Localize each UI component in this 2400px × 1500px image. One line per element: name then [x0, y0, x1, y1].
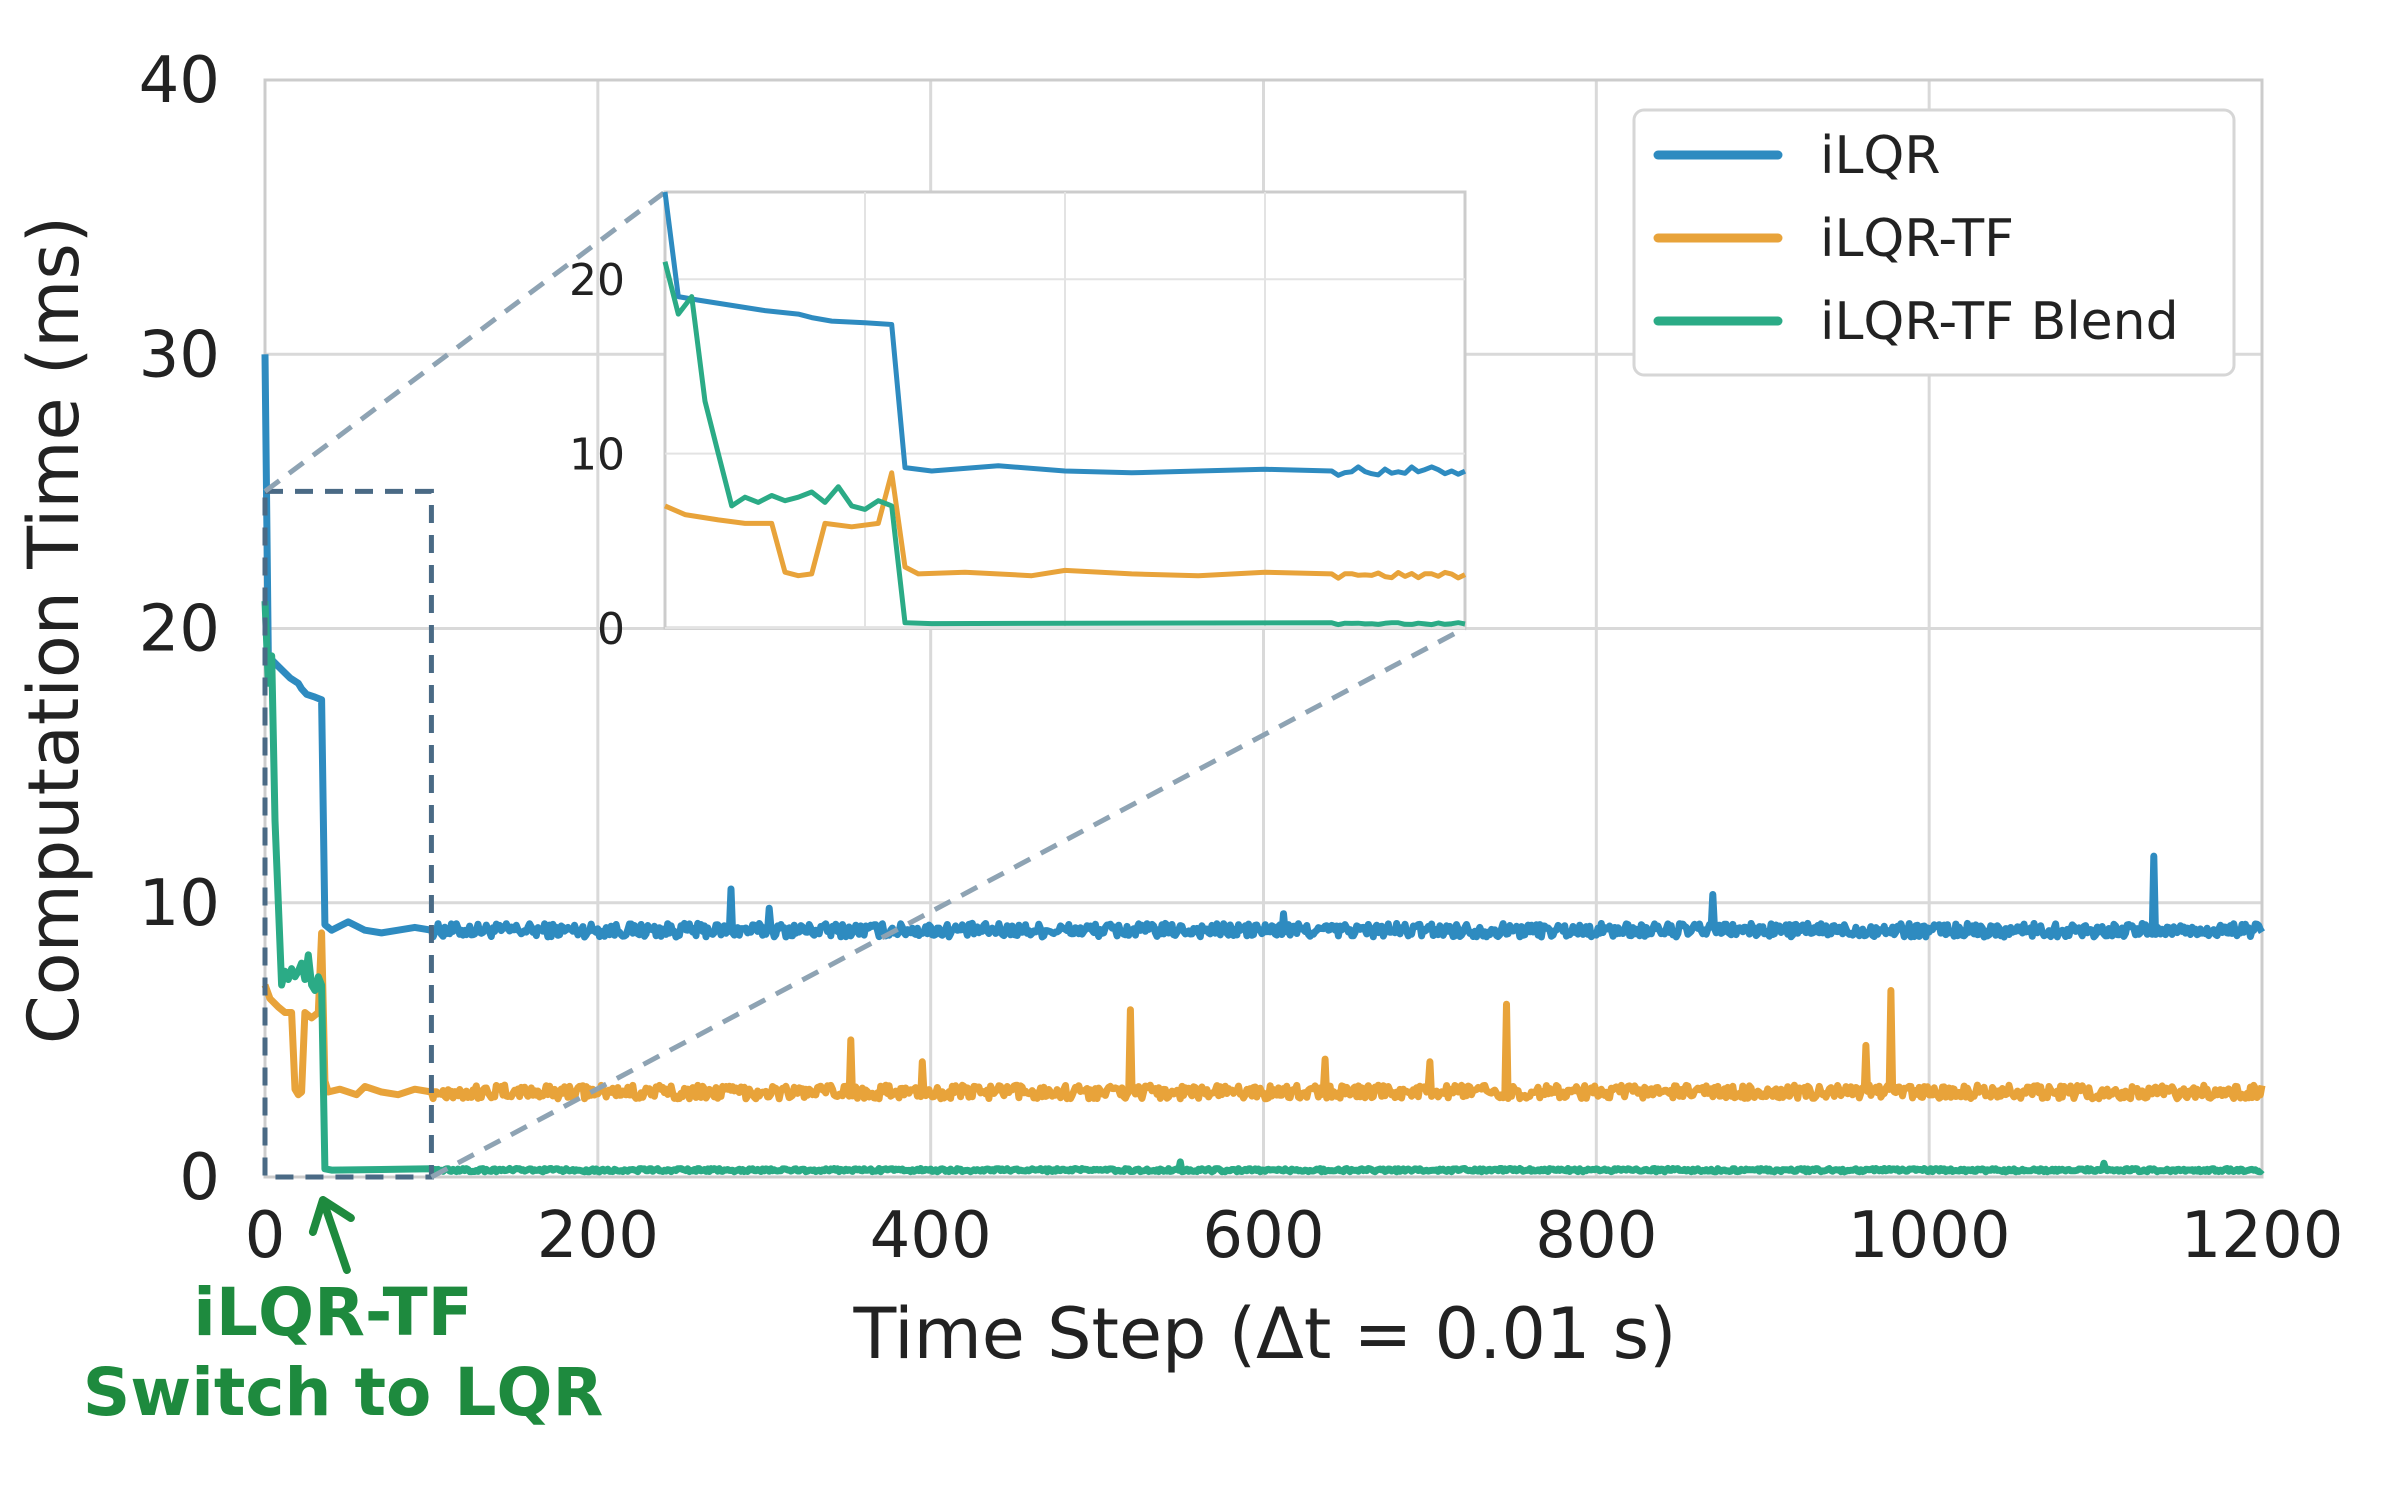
main-series-lines — [261, 354, 2266, 1176]
inset-series-line-ilqr — [662, 191, 1467, 478]
connector-line — [263, 189, 667, 494]
y-tick-label: 0 — [179, 1141, 220, 1215]
legend-items: iLQR iLQR-TF iLQR-TF Blend — [1653, 126, 2179, 352]
inset-zoom-panel: 0 10 20 — [569, 190, 1467, 655]
legend-label: iLQR — [1820, 126, 1940, 186]
y-tick-label: 10 — [139, 867, 220, 941]
x-tick-label: 1000 — [1848, 1199, 2011, 1273]
x-tick-label: 1200 — [2181, 1199, 2344, 1273]
series-line-ilqr — [261, 354, 2265, 941]
inset-y-tick-label: 10 — [569, 430, 625, 481]
inset-y-tick-labels: 0 10 20 — [569, 255, 625, 655]
y-tick-label: 40 — [139, 44, 220, 118]
x-tick-label: 0 — [245, 1199, 286, 1273]
x-tick-label: 200 — [537, 1199, 659, 1273]
inset-y-tick-label: 0 — [597, 604, 625, 655]
x-tick-label: 600 — [1202, 1199, 1324, 1273]
annotation-arrow — [308, 1196, 355, 1274]
zoom-box — [262, 488, 434, 1180]
x-axis-label: Time Step (Δt = 0.01 s) — [853, 1293, 1677, 1375]
zoom-connector-lines — [263, 189, 1467, 1180]
inset-series-lines — [662, 191, 1467, 628]
connector-line — [430, 625, 1467, 1180]
series-line-ilqr-tf — [261, 929, 2266, 1103]
inset-series-line-ilqr-tf-blend — [662, 261, 1466, 628]
legend: iLQR iLQR-TF iLQR-TF Blend — [1632, 108, 2236, 377]
y-axis-label: Computation Time (ms) — [13, 216, 95, 1044]
legend-label: iLQR-TF — [1820, 209, 2014, 269]
legend-label: iLQR-TF Blend — [1820, 292, 2179, 352]
x-tick-labels: 0 200 400 600 800 1000 1200 — [245, 1199, 2344, 1273]
x-tick-label: 800 — [1535, 1199, 1657, 1273]
zoom-rectangle — [262, 488, 434, 1180]
series-line-ilqr-tf-blend — [261, 600, 2265, 1176]
inset-series-line-ilqr-tf — [664, 470, 1467, 581]
y-tick-label: 30 — [139, 318, 220, 392]
inset-y-tick-label: 20 — [569, 255, 625, 306]
inset-gridlines — [665, 192, 1465, 629]
y-tick-label: 20 — [139, 593, 220, 667]
switch-annotation: iLQR-TF Switch to LQR — [83, 1196, 604, 1431]
legend-box — [1632, 108, 2236, 377]
y-tick-labels: 0 10 20 30 40 — [139, 44, 220, 1215]
x-tick-label: 400 — [870, 1199, 992, 1273]
annotation-line-2: Switch to LQR — [83, 1354, 604, 1431]
annotation-line-1: iLQR-TF — [193, 1274, 472, 1351]
